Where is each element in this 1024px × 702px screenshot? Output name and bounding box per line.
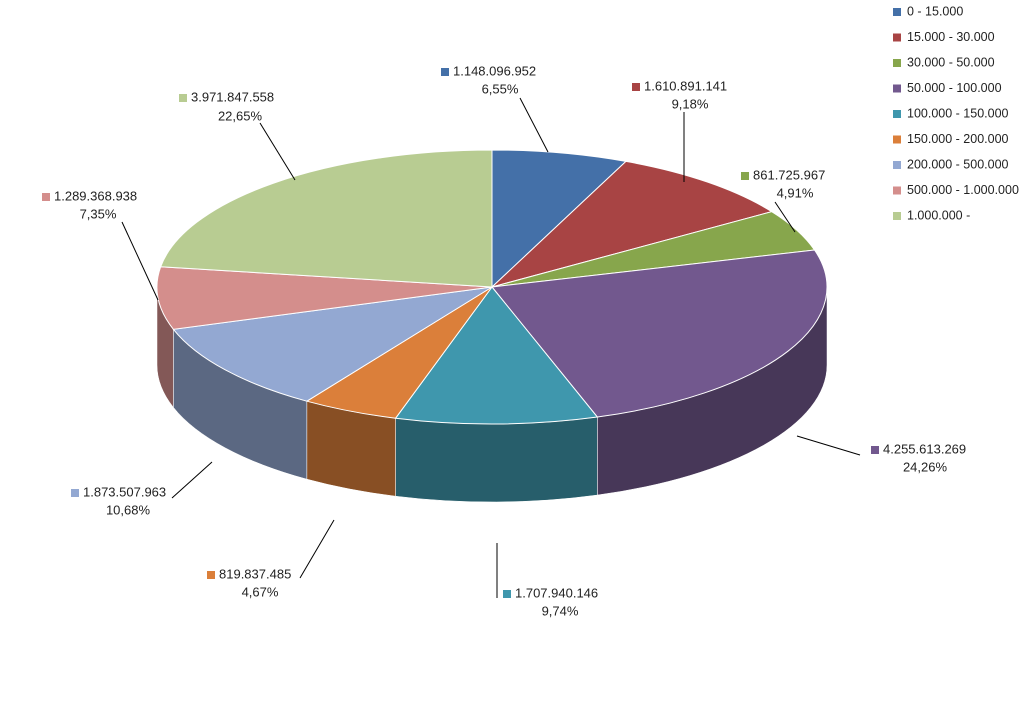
- leader-line: [259, 122, 296, 181]
- legend-swatch: [893, 84, 901, 93]
- legend: 0 - 15.000 15.000 - 30.000 30.000 - 50.000…: [893, 4, 1019, 222]
- label-marker: [503, 590, 511, 598]
- legend-label: 0 - 15.000: [907, 4, 963, 18]
- leader-line: [299, 519, 335, 579]
- label-marker: [871, 446, 879, 454]
- slice: [159, 149, 493, 288]
- slice: [491, 160, 774, 288]
- slice: [156, 266, 493, 330]
- legend-label: 100.000 - 150.000: [907, 106, 1009, 120]
- legend-swatch: [893, 135, 901, 144]
- value-label: 1.873.507.963: [83, 484, 166, 499]
- value-label: 3.971.847.558: [191, 89, 274, 104]
- slice: [491, 149, 628, 289]
- slice: [172, 286, 493, 402]
- value-label: 4.255.613.269: [883, 441, 966, 456]
- percent-label: 9,18%: [672, 96, 709, 111]
- legend-label: 30.000 - 50.000: [907, 55, 995, 69]
- slice: [394, 286, 599, 425]
- value-label: 819.837.485: [219, 566, 291, 581]
- value-label: 1.289.368.938: [54, 188, 137, 203]
- legend-swatch: [893, 212, 901, 220]
- legend-swatch: [893, 59, 901, 67]
- legend-swatch: [893, 161, 901, 169]
- legend-label: 150.000 - 200.000: [907, 132, 1009, 146]
- label-marker: [207, 571, 215, 579]
- leader-line: [796, 435, 861, 456]
- percent-label: 4,67%: [242, 584, 279, 599]
- label-marker: [71, 489, 79, 497]
- leader-line: [171, 461, 213, 499]
- percent-label: 4,91%: [777, 185, 814, 200]
- leader-line: [774, 201, 796, 233]
- legend-label: 200.000 - 500.000: [907, 157, 1009, 171]
- legend-swatch: [893, 186, 901, 195]
- legend-label: 15.000 - 30.000: [907, 30, 995, 44]
- value-label: 1.148.096.952: [453, 63, 536, 78]
- percent-label: 6,55%: [482, 81, 519, 96]
- legend-swatch: [893, 110, 901, 118]
- value-label: 1.707.940.146: [515, 585, 598, 600]
- leader-line: [519, 97, 549, 153]
- percent-label: 7,35%: [80, 206, 117, 221]
- leader-line: [121, 221, 159, 301]
- value-label: 1.610.891.141: [644, 78, 727, 93]
- label-marker: [741, 172, 749, 180]
- legend-swatch: [893, 33, 901, 42]
- percent-label: 9,74%: [542, 603, 579, 618]
- percent-label: 24,26%: [903, 459, 948, 474]
- percent-label: 22,65%: [218, 108, 263, 123]
- legend-label: 500.000 - 1.000.000: [907, 183, 1019, 197]
- percent-label: 10,68%: [106, 502, 151, 517]
- legend-swatch: [893, 8, 901, 16]
- label-marker: [42, 193, 50, 201]
- value-label: 861.725.967: [753, 167, 825, 182]
- label-marker: [441, 68, 449, 76]
- label-marker: [179, 94, 187, 102]
- slice: [491, 249, 828, 418]
- label-marker: [632, 83, 640, 91]
- slice-side: [395, 416, 598, 503]
- legend-label: 50.000 - 100.000: [907, 81, 1002, 95]
- legend-label: 1.000.000 -: [907, 208, 970, 222]
